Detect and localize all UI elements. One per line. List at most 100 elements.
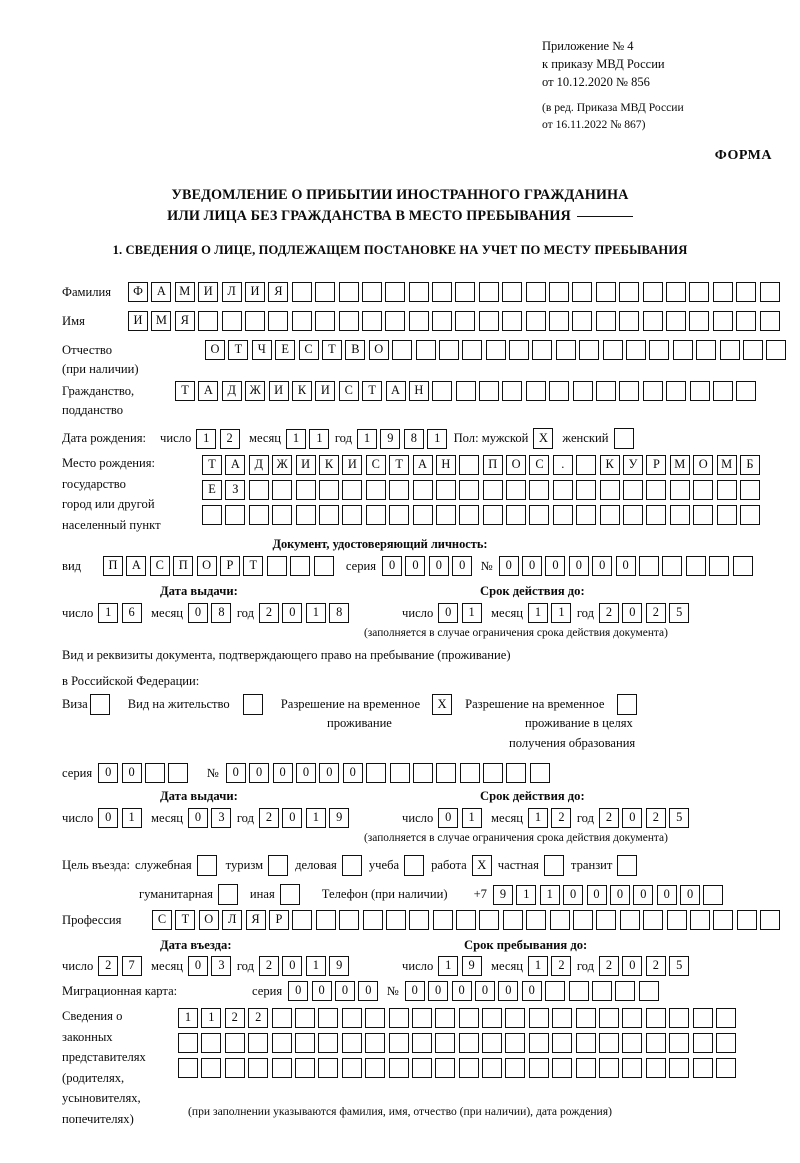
form-cell[interactable]: 0 [609, 884, 630, 905]
form-cell[interactable]: 0 [474, 981, 495, 1001]
form-cell[interactable] [202, 505, 222, 525]
form-cell[interactable] [479, 381, 500, 401]
form-cell[interactable] [732, 556, 753, 576]
form-cell[interactable]: 1 [121, 808, 142, 828]
form-cell[interactable] [736, 282, 757, 302]
form-cell[interactable] [715, 1033, 736, 1053]
form-cell[interactable] [739, 480, 760, 500]
form-cell[interactable] [411, 1008, 432, 1028]
form-cell[interactable]: А [198, 381, 219, 401]
form-cell[interactable] [622, 1058, 643, 1078]
form-cell[interactable]: 0 [521, 981, 542, 1001]
form-cell[interactable]: 0 [563, 884, 584, 905]
form-cell[interactable]: 0 [121, 763, 142, 783]
form-cell[interactable]: 9 [329, 808, 350, 828]
form-cell[interactable] [712, 381, 733, 401]
form-cell[interactable]: 7 [121, 956, 142, 976]
form-cell[interactable]: 0 [382, 556, 403, 576]
form-cell[interactable] [291, 282, 312, 302]
form-cell[interactable]: 2 [599, 603, 620, 623]
form-cell[interactable] [645, 1033, 666, 1053]
form-cell[interactable] [506, 763, 527, 783]
form-cell[interactable]: 5 [669, 808, 690, 828]
form-cell[interactable]: С [529, 455, 550, 475]
form-cell[interactable] [482, 1058, 503, 1078]
form-cell[interactable] [224, 1033, 245, 1053]
birthplace-cells-3[interactable] [202, 505, 763, 525]
form-cell[interactable] [385, 910, 406, 930]
form-cell[interactable]: 1 [438, 956, 459, 976]
form-cell[interactable]: 1 [427, 428, 448, 449]
form-cell[interactable]: 1 [309, 428, 330, 449]
sex-male-checkbox[interactable]: X [533, 428, 554, 449]
form-cell[interactable]: 6 [121, 603, 142, 623]
form-cell[interactable] [272, 480, 293, 500]
form-cell[interactable]: И [295, 455, 316, 475]
form-cell[interactable]: Я [268, 282, 289, 302]
form-cell[interactable] [502, 910, 523, 930]
form-cell[interactable]: П [482, 455, 503, 475]
form-cell[interactable] [459, 505, 480, 525]
form-cell[interactable] [646, 480, 667, 500]
form-cell[interactable] [736, 910, 757, 930]
form-cell[interactable]: Т [228, 340, 249, 360]
form-cell[interactable]: 1 [461, 808, 482, 828]
form-cell[interactable] [622, 1033, 643, 1053]
form-cell[interactable] [438, 340, 459, 360]
form-cell[interactable] [696, 340, 717, 360]
form-cell[interactable] [338, 311, 359, 331]
form-cell[interactable]: 1 [98, 603, 119, 623]
form-cell[interactable]: Е [202, 480, 222, 500]
form-cell[interactable] [528, 1008, 549, 1028]
form-cell[interactable] [575, 1058, 596, 1078]
form-cell[interactable] [408, 282, 429, 302]
form-cell[interactable]: 2 [551, 956, 572, 976]
form-cell[interactable] [313, 556, 334, 576]
form-cell[interactable]: 0 [622, 603, 643, 623]
form-cell[interactable]: 0 [622, 808, 643, 828]
form-cell[interactable] [482, 480, 503, 500]
form-cell[interactable]: М [174, 282, 195, 302]
form-cell[interactable]: 2 [259, 956, 280, 976]
form-cell[interactable]: 9 [380, 428, 401, 449]
sex-female-checkbox[interactable] [614, 428, 635, 449]
form-cell[interactable] [389, 505, 410, 525]
form-cell[interactable] [415, 340, 436, 360]
form-cell[interactable] [692, 1008, 713, 1028]
purpose-private-checkbox[interactable] [543, 855, 564, 876]
form-cell[interactable] [458, 1008, 479, 1028]
form-cell[interactable]: К [291, 381, 312, 401]
form-cell[interactable] [505, 1033, 526, 1053]
form-cell[interactable] [509, 340, 530, 360]
form-cell[interactable] [411, 1058, 432, 1078]
form-cell[interactable] [388, 1033, 409, 1053]
form-cell[interactable] [506, 480, 527, 500]
form-cell[interactable]: 0 [428, 556, 449, 576]
form-cell[interactable] [599, 505, 620, 525]
form-cell[interactable]: А [385, 381, 406, 401]
form-cell[interactable] [435, 480, 456, 500]
form-cell[interactable] [388, 1008, 409, 1028]
form-cell[interactable] [576, 480, 597, 500]
form-cell[interactable] [736, 381, 757, 401]
form-cell[interactable] [341, 1033, 362, 1053]
form-cell[interactable]: 2 [599, 808, 620, 828]
form-cell[interactable]: 0 [438, 808, 459, 828]
form-cell[interactable] [599, 1058, 620, 1078]
form-cell[interactable] [178, 1033, 198, 1053]
form-cell[interactable]: И [244, 282, 265, 302]
form-cell[interactable]: И [268, 381, 289, 401]
form-cell[interactable] [365, 1008, 386, 1028]
form-cell[interactable] [713, 910, 734, 930]
form-cell[interactable] [318, 1033, 339, 1053]
form-cell[interactable]: 0 [188, 603, 209, 623]
form-cell[interactable] [599, 1033, 620, 1053]
form-cell[interactable]: 0 [311, 981, 332, 1001]
form-cell[interactable]: А [151, 282, 172, 302]
form-cell[interactable] [549, 381, 570, 401]
